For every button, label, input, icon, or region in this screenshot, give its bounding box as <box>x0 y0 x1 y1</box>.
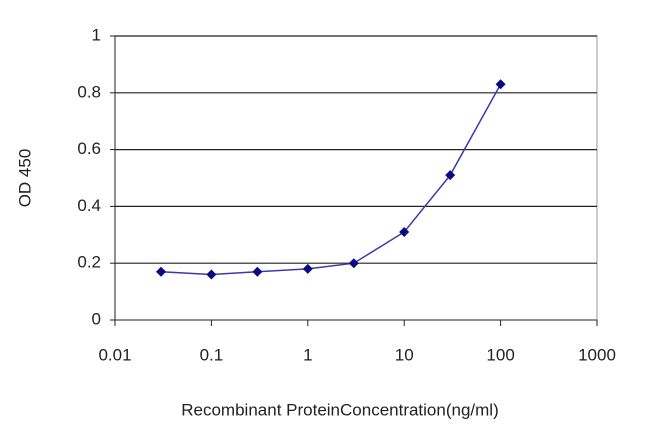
x-tick-label: 0.1 <box>200 345 224 364</box>
y-tick-label: 0.6 <box>77 139 101 158</box>
x-tick-label: 10 <box>395 345 414 364</box>
x-axis-label: Recombinant ProteinConcentration(ng/ml) <box>181 400 499 419</box>
x-tick-label: 0.01 <box>98 345 131 364</box>
plot-area <box>114 35 598 321</box>
y-tick-label: 0.8 <box>77 82 101 101</box>
marker <box>206 269 217 280</box>
marker <box>302 263 313 274</box>
marker <box>399 226 410 237</box>
x-tick-label: 1000 <box>578 345 616 364</box>
x-tick-label: 100 <box>486 345 514 364</box>
marker <box>445 170 456 181</box>
y-tick-label: 0 <box>92 309 101 328</box>
y-tick-label: 0.2 <box>77 253 101 272</box>
y-axis-label: OD 450 <box>15 149 34 208</box>
marker <box>252 266 263 277</box>
y-tick-label: 0.4 <box>77 196 101 215</box>
marker <box>495 79 506 90</box>
marker <box>155 266 166 277</box>
series-line <box>160 83 502 276</box>
x-tick-label: 1 <box>303 345 312 364</box>
y-tick-label: 1 <box>92 25 101 44</box>
marker <box>348 258 359 269</box>
